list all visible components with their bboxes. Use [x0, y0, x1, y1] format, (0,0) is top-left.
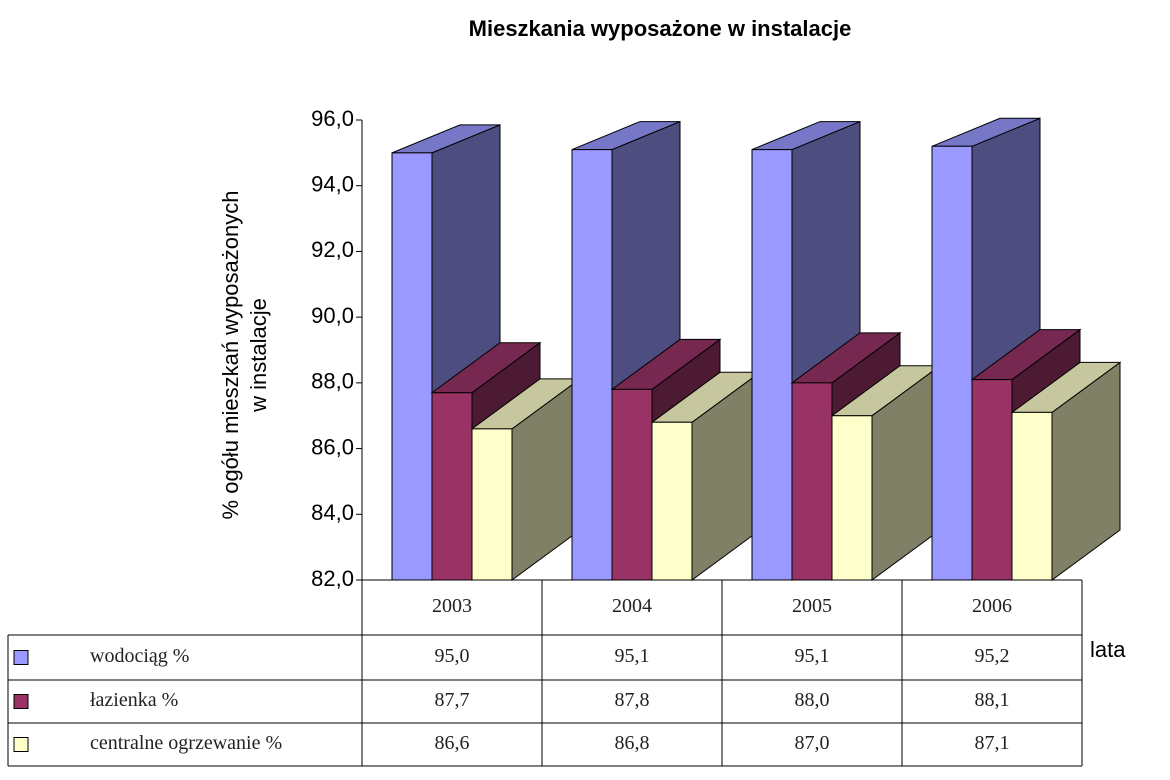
bar: [470, 377, 582, 581]
chart-title: Mieszkania wyposażone w instalacje: [469, 16, 852, 41]
table-value: 95,1: [795, 645, 830, 667]
table-value: 95,1: [615, 645, 650, 667]
table-value: 95,0: [435, 645, 470, 667]
bar-front: [651, 421, 693, 581]
y-tick-label: 88,0: [311, 369, 354, 394]
x-axis-label: lata: [1090, 637, 1126, 662]
bar-front: [611, 388, 653, 581]
x-tick-label: 2005: [792, 595, 832, 617]
y-axis-label: % ogółu mieszkań wyposażonych w instalac…: [218, 191, 271, 520]
table-value: 87,1: [975, 732, 1010, 754]
x-tick-label: 2003: [432, 595, 472, 617]
y-tick-label: 90,0: [311, 303, 354, 328]
legend-swatch: [13, 737, 29, 752]
bar-front: [791, 382, 833, 581]
table-value: 87,7: [435, 689, 470, 711]
legend-label: łazienka %: [90, 689, 178, 711]
legend-swatch: [13, 694, 29, 709]
bar-front: [431, 392, 473, 581]
y-tick-label: 96,0: [311, 106, 354, 131]
y-tick-label: 82,0: [311, 566, 354, 591]
bar: [1010, 361, 1122, 581]
table-value: 87,0: [795, 732, 830, 754]
bar-front: [571, 149, 613, 581]
y-tick-label: 84,0: [311, 500, 354, 525]
bar-front: [391, 152, 433, 581]
bar-front: [931, 145, 973, 581]
bar-front: [471, 428, 513, 581]
table-value: 88,0: [795, 689, 830, 711]
table-value: 87,8: [615, 689, 650, 711]
y-axis-label-line: % ogółu mieszkań wyposażonych: [218, 191, 243, 520]
y-tick-label: 86,0: [311, 434, 354, 459]
bar-front: [831, 415, 873, 581]
table-value: 88,1: [975, 689, 1010, 711]
table-value: 95,2: [975, 645, 1010, 667]
legend-label: centralne ogrzewanie %: [90, 732, 282, 754]
bar: [650, 371, 762, 581]
bar-front: [751, 149, 793, 581]
y-tick-label: 94,0: [311, 172, 354, 197]
bar-front: [971, 379, 1013, 581]
y-axis-label-line: w instalacje: [246, 298, 271, 413]
x-tick-label: 2004: [612, 595, 652, 617]
y-tick-label: 92,0: [311, 237, 354, 262]
legend-swatch: [13, 650, 29, 665]
table-value: 86,6: [435, 732, 470, 754]
legend-label: wodociąg %: [90, 645, 189, 667]
table-value: 86,8: [615, 732, 650, 754]
bar-front: [1011, 411, 1053, 581]
x-tick-label: 2006: [972, 595, 1012, 617]
